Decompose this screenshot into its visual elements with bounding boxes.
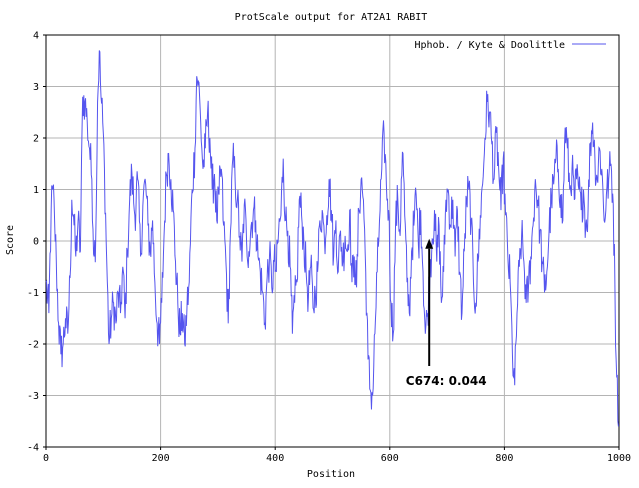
y-tick-label: -2	[27, 340, 39, 351]
x-axis-label: Position	[307, 469, 355, 480]
y-tick-label: -1	[27, 288, 39, 299]
chart-title: ProtScale output for AT2A1 RABIT	[235, 12, 428, 23]
legend: Hphob. / Kyte & Doolittle	[414, 40, 606, 51]
y-tick-label: 2	[33, 134, 39, 145]
y-tick-label: 4	[33, 31, 39, 42]
x-tick-label: 1000	[607, 453, 631, 464]
axes-layer: 0 200 400 600 800 1000 -4 -3 -2 -1 0 1 2 3 4	[27, 31, 631, 465]
annotation-layer: C674: 0.044	[406, 238, 487, 388]
x-tick-label: 0	[43, 453, 49, 464]
y-axis-label: Score	[5, 225, 16, 255]
series-layer	[45, 50, 619, 427]
x-tick-label: 800	[495, 453, 513, 464]
legend-label: Hphob. / Kyte & Doolittle	[414, 40, 565, 51]
y-tick-label: 1	[33, 185, 39, 196]
series-line-0	[45, 50, 619, 427]
annotation-arrow-head	[425, 238, 434, 249]
annotation-label: C674: 0.044	[406, 374, 487, 388]
x-tick-label: 200	[152, 453, 170, 464]
x-tick-label: 400	[266, 453, 284, 464]
x-tick-label: 600	[381, 453, 399, 464]
y-tick-label: 3	[33, 82, 39, 93]
y-tick-label: 0	[33, 237, 39, 248]
y-tick-label: -3	[27, 391, 39, 402]
y-tick-label: -4	[27, 443, 39, 454]
